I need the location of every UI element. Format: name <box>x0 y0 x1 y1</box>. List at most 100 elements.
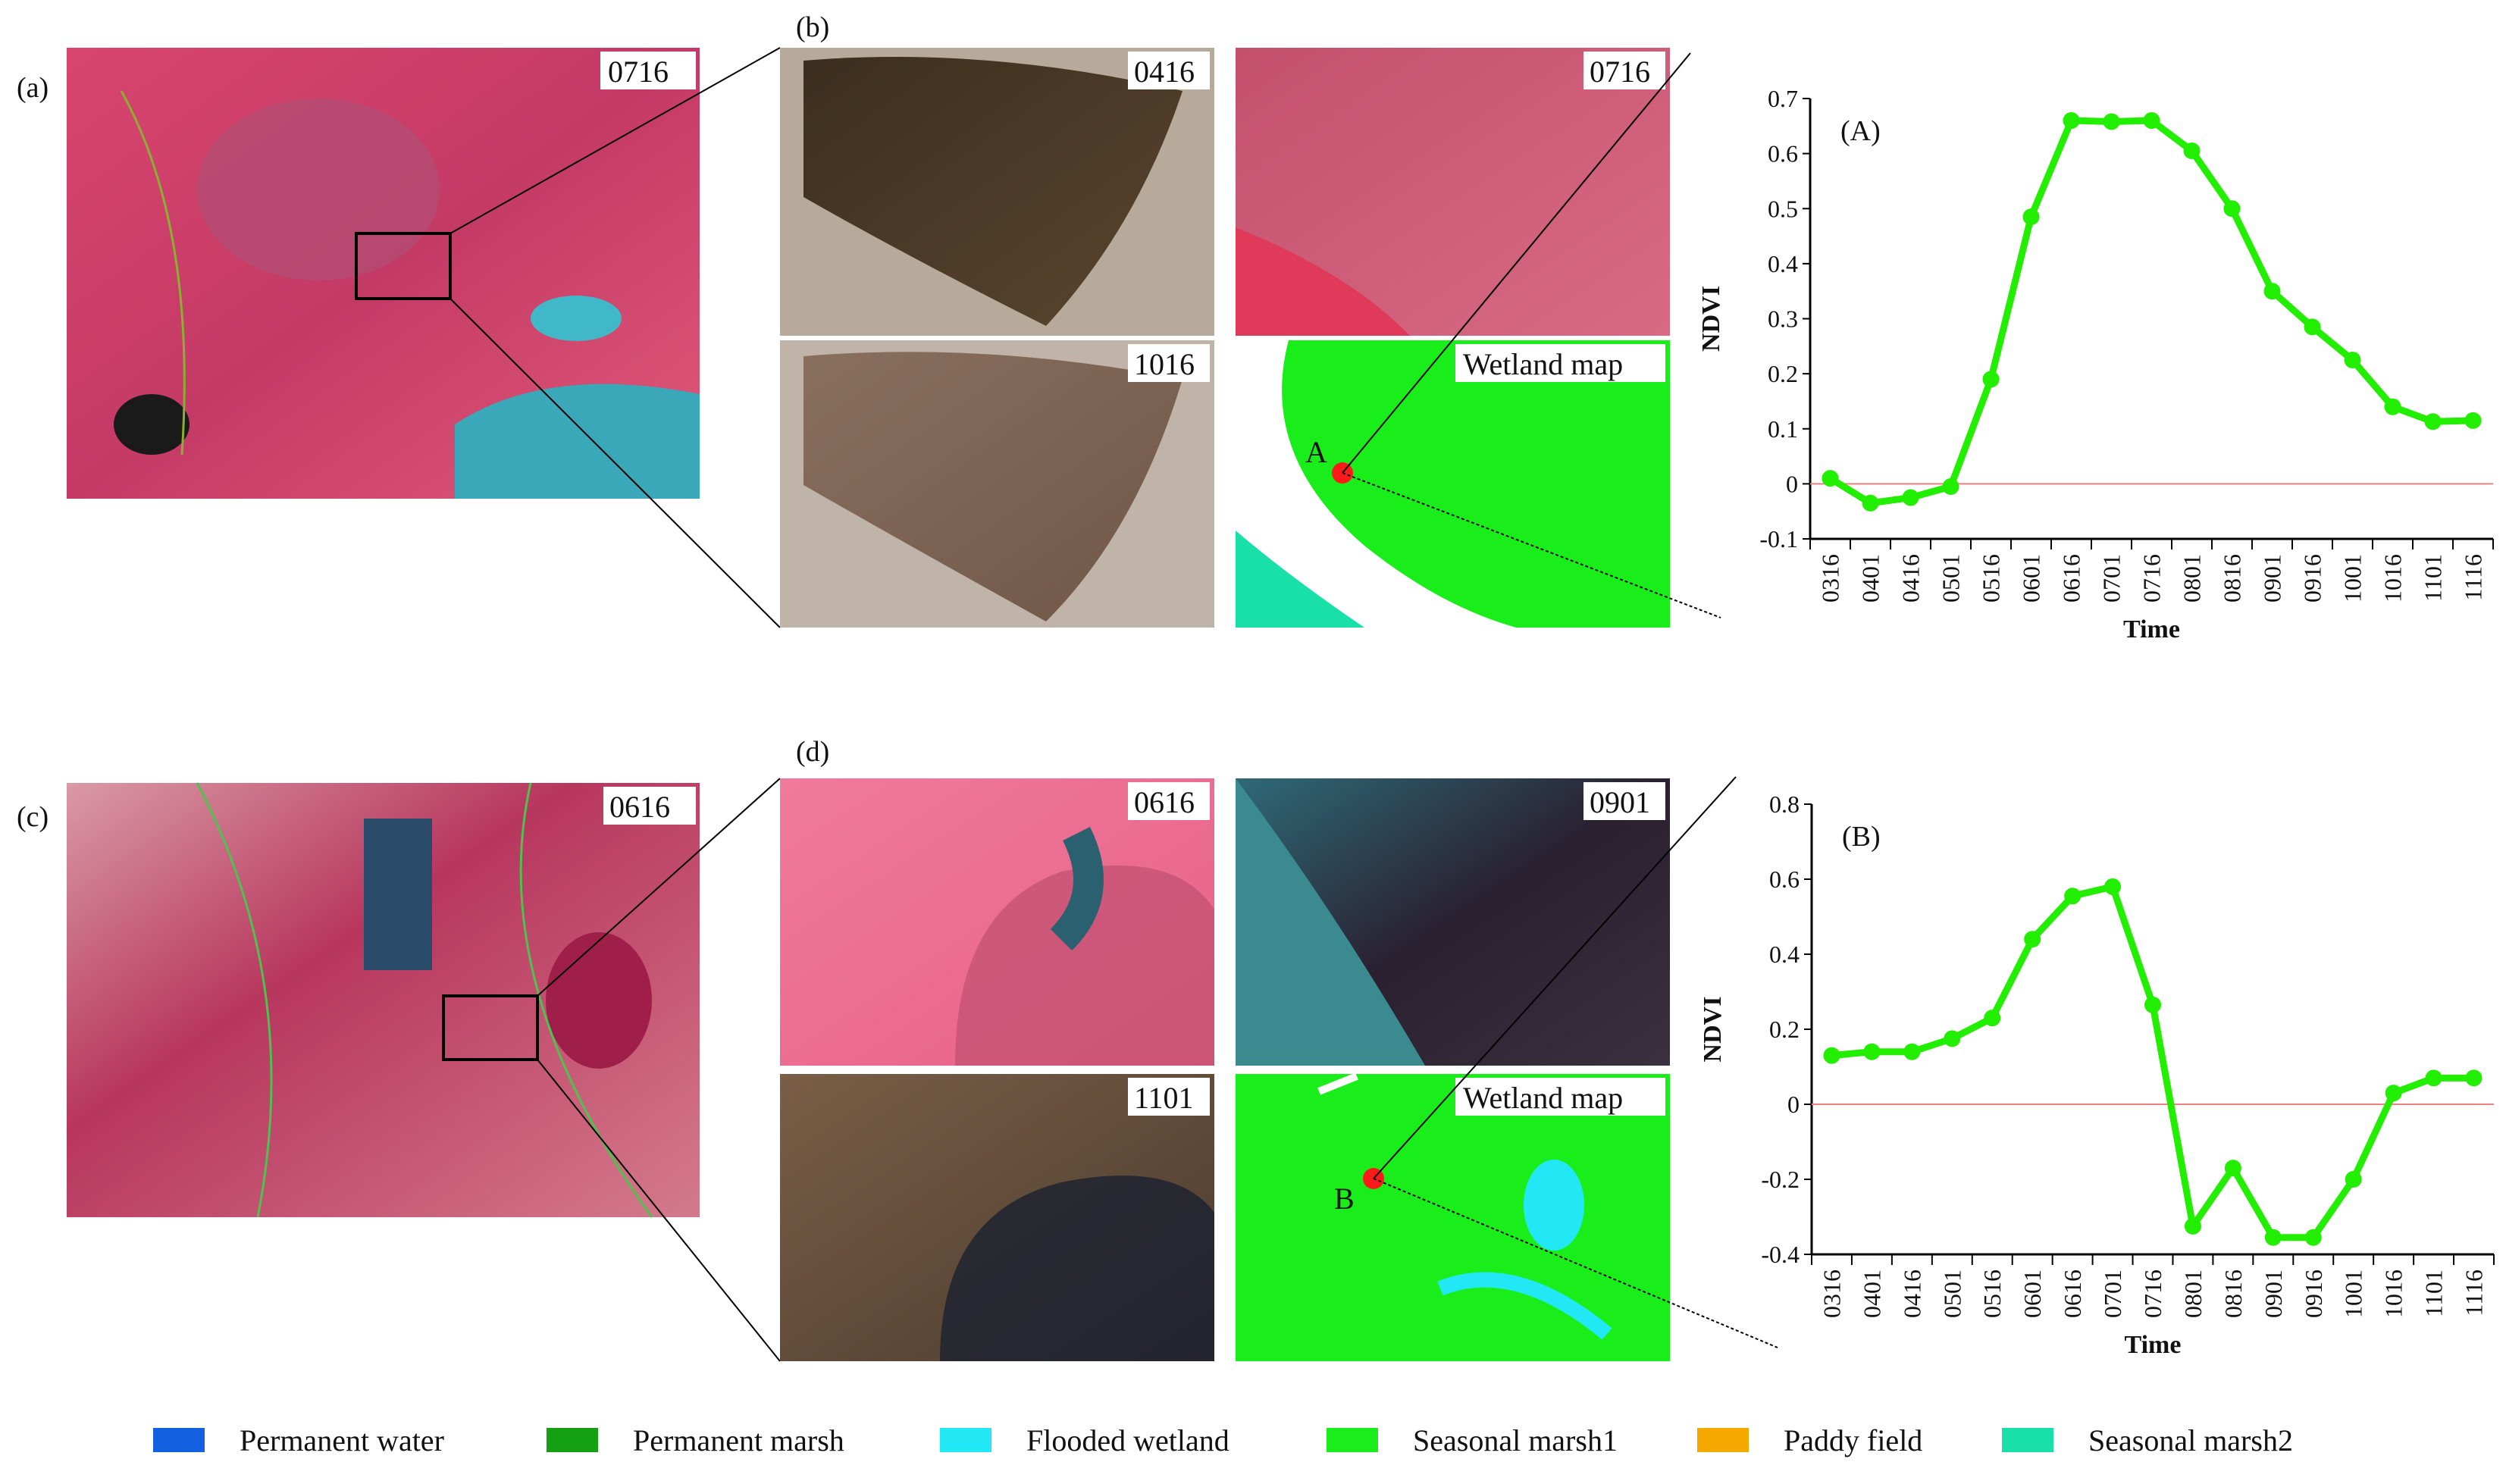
x-tick-label: 1116 <box>2460 554 2487 601</box>
panel-label-a: (a) <box>17 72 49 104</box>
y-tick-label: 0.5 <box>1768 195 1798 222</box>
legend-swatch <box>153 1428 205 1452</box>
image-d-0901: 0901 <box>1236 778 1670 1066</box>
y-tick-label: 0.4 <box>1769 941 1800 968</box>
x-tick-label: 0316 <box>1817 554 1844 603</box>
y-tick-label: 0.6 <box>1768 140 1798 167</box>
x-tick-label: 0616 <box>2059 1270 2086 1318</box>
x-tick-label: 0616 <box>2058 554 2085 603</box>
x-tick-label: 1101 <box>2420 1270 2448 1317</box>
ndvi-data-point <box>2103 113 2120 130</box>
x-tick-label: 1001 <box>2339 554 2367 603</box>
x-tick-label: 0801 <box>2179 554 2206 603</box>
legend-swatch <box>940 1428 991 1452</box>
point-label-a: A <box>1305 435 1327 469</box>
date-tag: 1101 <box>1134 1081 1194 1115</box>
chart-title: (A) <box>1840 115 1881 147</box>
x-tick-label: 0601 <box>2019 1270 2046 1318</box>
legend: Permanent water Permanent marsh Flooded we… <box>153 1423 2293 1457</box>
x-tick-label: 1001 <box>2340 1270 2367 1318</box>
legend-label: Permanent water <box>240 1423 444 1457</box>
ndvi-data-point <box>2184 1217 2201 1235</box>
y-tick-label: 0.3 <box>1768 305 1798 333</box>
ndvi-data-point <box>1942 478 1959 496</box>
connector-line <box>450 47 781 234</box>
date-tag: 1016 <box>1134 347 1195 381</box>
satellite-image-c: 0616 <box>67 782 700 1218</box>
ndvi-data-point <box>1982 371 2000 388</box>
y-tick-label: 0 <box>1786 470 1798 497</box>
ndvi-data-point <box>2464 412 2482 429</box>
y-tick-label: -0.2 <box>1761 1166 1800 1193</box>
ndvi-data-point <box>1863 1043 1881 1060</box>
map-tag: Wetland map <box>1463 1081 1623 1115</box>
x-tick-label: 0701 <box>2099 1270 2126 1318</box>
zoom-box-c <box>442 994 539 1061</box>
ndvi-data-point <box>2304 318 2321 336</box>
ndvi-data-point <box>2183 142 2201 159</box>
ndvi-data-point <box>2224 1160 2241 1177</box>
x-tick-label: 0416 <box>1897 554 1925 603</box>
y-tick-label: 0.4 <box>1768 250 1798 277</box>
legend-label: Permanent marsh <box>633 1423 844 1457</box>
ndvi-data-point <box>1944 1030 1961 1047</box>
date-tag-c <box>603 787 696 825</box>
y-tick-label: 0.8 <box>1769 791 1800 818</box>
image-b-0716: 0716 <box>1236 48 1670 336</box>
ndvi-data-point <box>2465 1069 2483 1087</box>
x-tick-label: 0816 <box>2219 554 2246 603</box>
x-tick-label: 0316 <box>1818 1270 1845 1318</box>
x-tick-label: 0916 <box>2299 554 2326 603</box>
ndvi-data-point <box>1984 1010 2001 1027</box>
x-tick-label: 0501 <box>1938 1270 1966 1318</box>
date-tag-a-text: 0716 <box>608 55 669 89</box>
x-axis-label: Time <box>2123 615 2180 643</box>
ndvi-series-line <box>1831 883 2474 1241</box>
legend-swatch <box>1327 1428 1378 1452</box>
legend-item: Permanent marsh <box>547 1423 844 1457</box>
point-label-b: B <box>1334 1182 1355 1216</box>
panel-label-d: (d) <box>796 736 829 768</box>
y-tick-label: 0 <box>1787 1091 1800 1118</box>
y-axis-label: NDVI <box>1699 997 1727 1063</box>
x-tick-label: 0716 <box>2139 1270 2166 1318</box>
ndvi-data-point <box>2304 1229 2322 1246</box>
connector-line <box>537 1059 781 1362</box>
x-tick-label: 0801 <box>2179 1270 2207 1318</box>
ndvi-data-point <box>2064 888 2082 905</box>
zoom-box-a <box>355 232 452 300</box>
legend-item: Flooded wetland <box>940 1423 1230 1457</box>
ndvi-data-point <box>2344 351 2361 368</box>
x-tick-label: 0401 <box>1858 1270 1885 1318</box>
legend-label: Flooded wetland <box>1026 1423 1230 1457</box>
ndvi-data-point <box>2345 1171 2362 1188</box>
connector-line <box>1373 776 1737 1179</box>
ndvi-data-point <box>1902 489 1919 506</box>
x-tick-label: 1016 <box>2379 554 2407 603</box>
y-tick-label: 0.2 <box>1769 1016 1800 1043</box>
x-tick-label: 0601 <box>2018 554 2045 603</box>
y-tick-label: 0.6 <box>1769 866 1800 893</box>
legend-item: Paddy field <box>1697 1423 1922 1457</box>
y-tick-label: -0.4 <box>1761 1241 1800 1268</box>
ndvi-data-point <box>1903 1043 1921 1060</box>
ndvi-data-point <box>1823 1047 1840 1064</box>
x-tick-label: 1101 <box>2420 554 2447 602</box>
x-tick-label: 0516 <box>1978 554 2005 603</box>
connector-line <box>450 298 781 628</box>
x-axis-label: Time <box>2125 1331 2182 1359</box>
y-tick-label: -0.1 <box>1759 525 1798 553</box>
ndvi-data-point <box>2144 996 2161 1013</box>
x-tick-label: 1016 <box>2380 1270 2407 1318</box>
ndvi-data-point <box>2263 283 2281 300</box>
image-b-0416: 0416 <box>780 48 1214 336</box>
ndvi-data-point <box>2384 398 2401 415</box>
legend-label: Seasonal marsh1 <box>1413 1423 1618 1457</box>
x-tick-label: 0501 <box>1937 554 1965 603</box>
y-tick-label: 0.2 <box>1768 360 1798 387</box>
legend-item: Seasonal marsh2 <box>2002 1423 2293 1457</box>
satellite-image-a: 0716 <box>67 48 700 499</box>
y-axis-label: NDVI <box>1697 286 1725 352</box>
ndvi-data-point <box>2063 112 2080 130</box>
